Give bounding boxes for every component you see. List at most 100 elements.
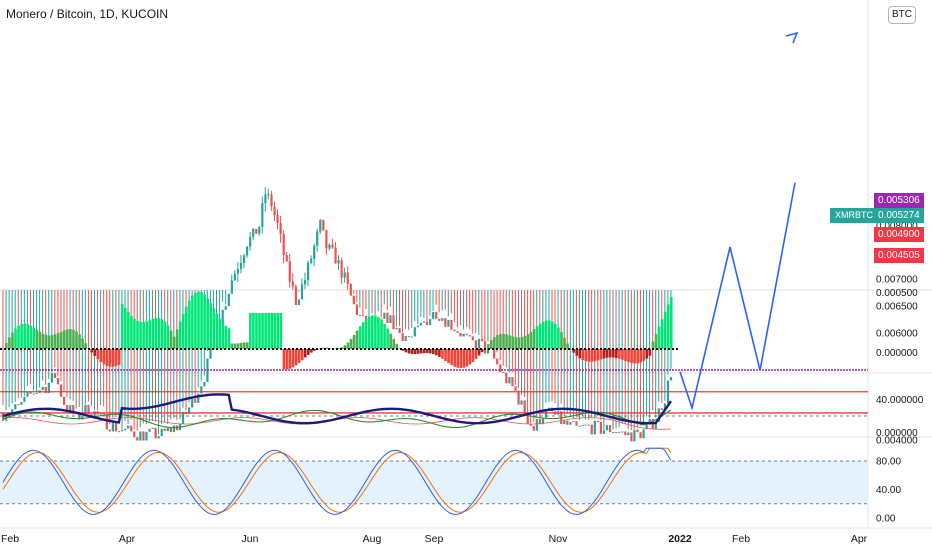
candle-body: [194, 399, 196, 403]
candle-body: [292, 282, 294, 287]
histogram-bar: [188, 301, 191, 349]
histogram-bar: [554, 324, 557, 349]
histogram-bar: [350, 339, 353, 349]
candle-body: [17, 404, 19, 405]
histogram-bar: [100, 349, 103, 362]
candle-body: [307, 263, 309, 280]
histogram-bar: [545, 321, 548, 349]
histogram-bar: [517, 337, 520, 349]
histogram-bar: [389, 334, 392, 349]
histogram-bar: [139, 322, 142, 349]
histogram-bar: [39, 332, 42, 349]
candle-body: [182, 412, 184, 424]
histogram-bar: [51, 335, 54, 349]
candle-body: [414, 327, 416, 336]
candle-body: [395, 328, 397, 329]
candle-body: [502, 372, 504, 373]
histogram-bar: [603, 349, 606, 358]
candle-body: [661, 408, 663, 410]
time-tick-label: Feb: [732, 533, 750, 545]
candle-body: [81, 416, 83, 420]
candle-body: [609, 425, 611, 432]
candle-body: [139, 431, 141, 440]
histogram-bar: [273, 313, 276, 349]
histogram-bar: [228, 328, 231, 349]
histogram-bar: [658, 327, 661, 349]
candle-body: [432, 312, 434, 319]
histogram-bar: [283, 349, 286, 369]
candle-body: [191, 399, 193, 408]
histogram-bar: [356, 331, 359, 349]
histogram-bar: [667, 304, 670, 349]
histogram-bar: [612, 349, 615, 357]
histogram-bar: [542, 322, 545, 349]
candle-body: [225, 306, 227, 310]
candle-body: [356, 304, 358, 315]
histogram-bar: [219, 319, 222, 349]
histogram-bar: [502, 334, 505, 349]
histogram-bar: [630, 349, 633, 363]
candle-body: [234, 274, 236, 281]
histogram-bar: [490, 340, 493, 349]
histogram-bar: [514, 337, 517, 349]
candle-body: [334, 247, 336, 263]
histogram-bar: [469, 349, 472, 365]
histogram-bar: [289, 349, 292, 369]
histogram-bar: [249, 313, 252, 349]
candle-body: [350, 284, 352, 296]
histogram-bar: [639, 349, 642, 362]
histogram-bar: [615, 349, 618, 358]
histogram-bar: [118, 349, 121, 365]
candle-body: [575, 421, 577, 426]
histogram-bar: [353, 335, 356, 349]
candle-body: [426, 321, 428, 325]
candle-body: [643, 429, 645, 438]
histogram-bar: [158, 318, 161, 349]
candle-body: [533, 426, 535, 431]
candle-body: [304, 280, 306, 284]
histogram-bar: [646, 349, 649, 359]
candle-body: [405, 336, 407, 341]
candle-body: [527, 415, 529, 423]
candle-body: [331, 245, 333, 248]
histogram-bar: [624, 349, 627, 361]
price-tag-current: 0.005274: [874, 208, 924, 223]
candle-body: [429, 319, 431, 325]
histogram-bar: [359, 326, 362, 349]
histogram-bar: [652, 342, 655, 349]
candle-body: [423, 321, 425, 322]
candle-body: [136, 437, 138, 440]
candle-body: [200, 386, 202, 393]
candle-body: [411, 336, 413, 337]
histogram-bar: [155, 318, 158, 349]
pane4-tick-label: 80.00: [876, 457, 901, 468]
histogram-bar: [164, 322, 167, 349]
candle-body: [341, 260, 343, 277]
candle-body: [399, 328, 401, 333]
candle-body: [447, 320, 449, 327]
candle-body: [258, 227, 260, 234]
histogram-bar: [225, 326, 228, 349]
candle-body: [319, 220, 321, 232]
histogram-bar: [106, 349, 109, 366]
stoch-band: [0, 461, 868, 504]
candles: [2, 187, 672, 441]
candle-body: [26, 392, 28, 397]
candle-body: [521, 400, 523, 404]
currency-button[interactable]: BTC: [888, 6, 916, 24]
candle-body: [270, 194, 272, 206]
candle-body: [310, 259, 312, 263]
histogram-bar: [33, 328, 36, 349]
candle-body: [460, 333, 462, 337]
candle-body: [389, 315, 391, 323]
histogram-bar: [447, 349, 450, 363]
histogram-bar: [151, 319, 154, 349]
histogram-bar: [588, 349, 591, 362]
candle-body: [347, 272, 349, 284]
candle-body: [444, 318, 446, 327]
candle-body: [435, 312, 437, 319]
candle-body: [33, 394, 35, 395]
pane3-tick-label: 40.000000: [876, 395, 924, 406]
